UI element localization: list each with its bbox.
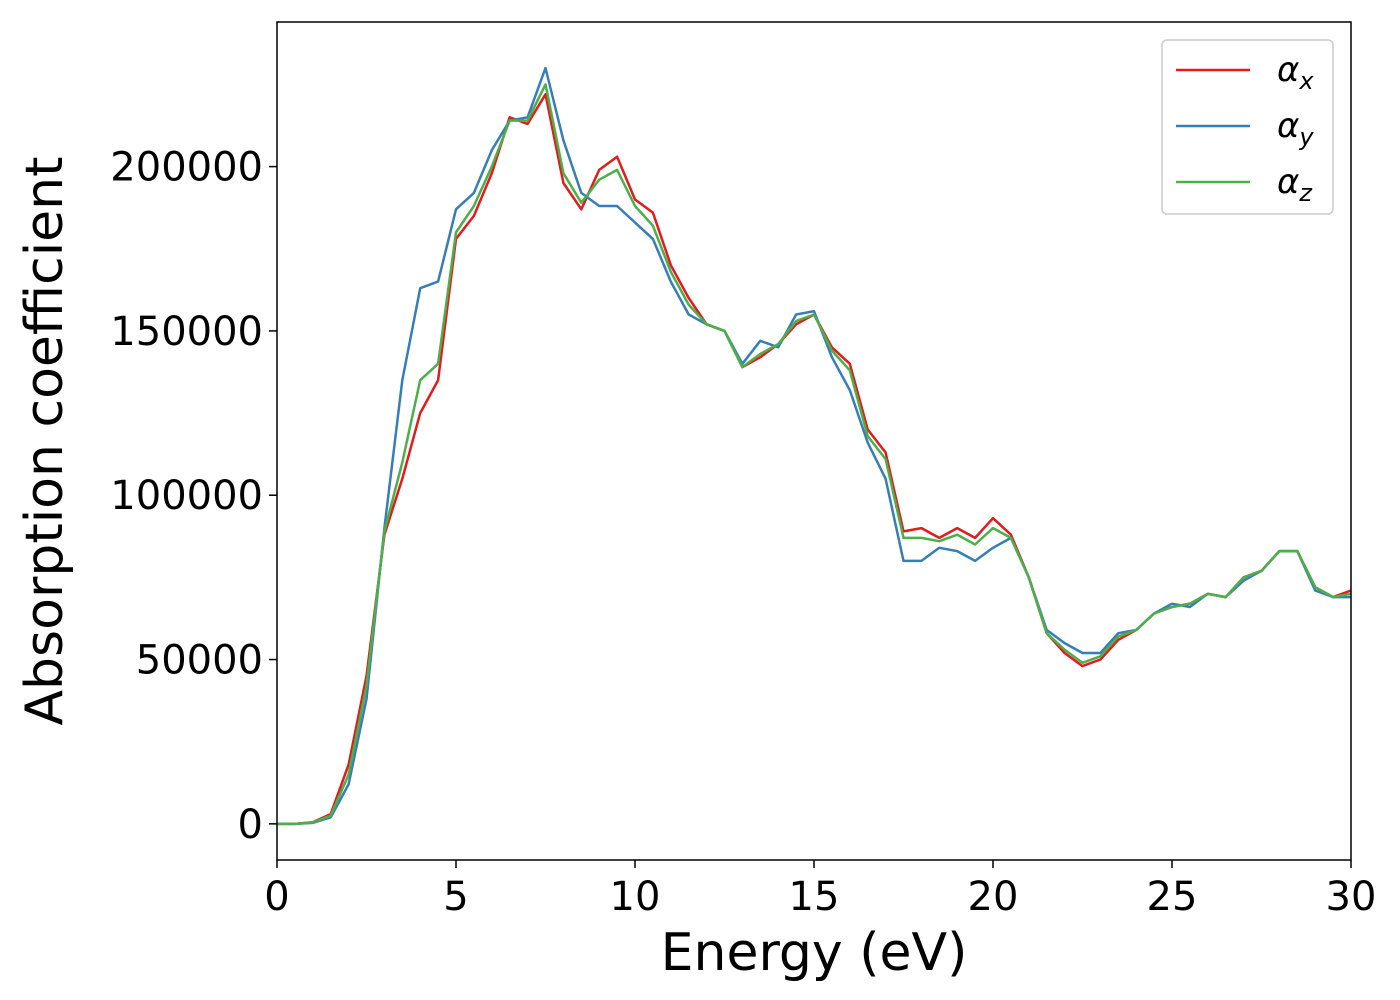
x-axis-label: Energy (eV) xyxy=(661,923,968,983)
x-tick-label: 0 xyxy=(264,874,289,920)
y-axis-label: Absorption coefficient xyxy=(15,156,75,725)
y-tick-label: 0 xyxy=(238,802,263,848)
series-line xyxy=(277,83,1352,826)
y-tick-label: 100000 xyxy=(110,473,263,519)
legend-label: αx xyxy=(1277,50,1314,95)
x-tick-label: 5 xyxy=(443,874,468,920)
legend-label: αy xyxy=(1277,106,1314,151)
y-tick-label: 200000 xyxy=(110,145,263,191)
x-tick-label: 15 xyxy=(789,874,840,920)
legend-label: αz xyxy=(1277,162,1313,207)
x-tick-label: 20 xyxy=(968,874,1019,920)
y-tick-label: 50000 xyxy=(136,638,263,684)
x-tick-label: 30 xyxy=(1326,874,1377,920)
plot-frame xyxy=(276,21,1352,861)
x-tick-label: 25 xyxy=(1147,874,1198,920)
y-tick-label: 150000 xyxy=(110,309,263,355)
series-line xyxy=(277,66,1351,826)
x-tick-label: 10 xyxy=(610,874,661,920)
